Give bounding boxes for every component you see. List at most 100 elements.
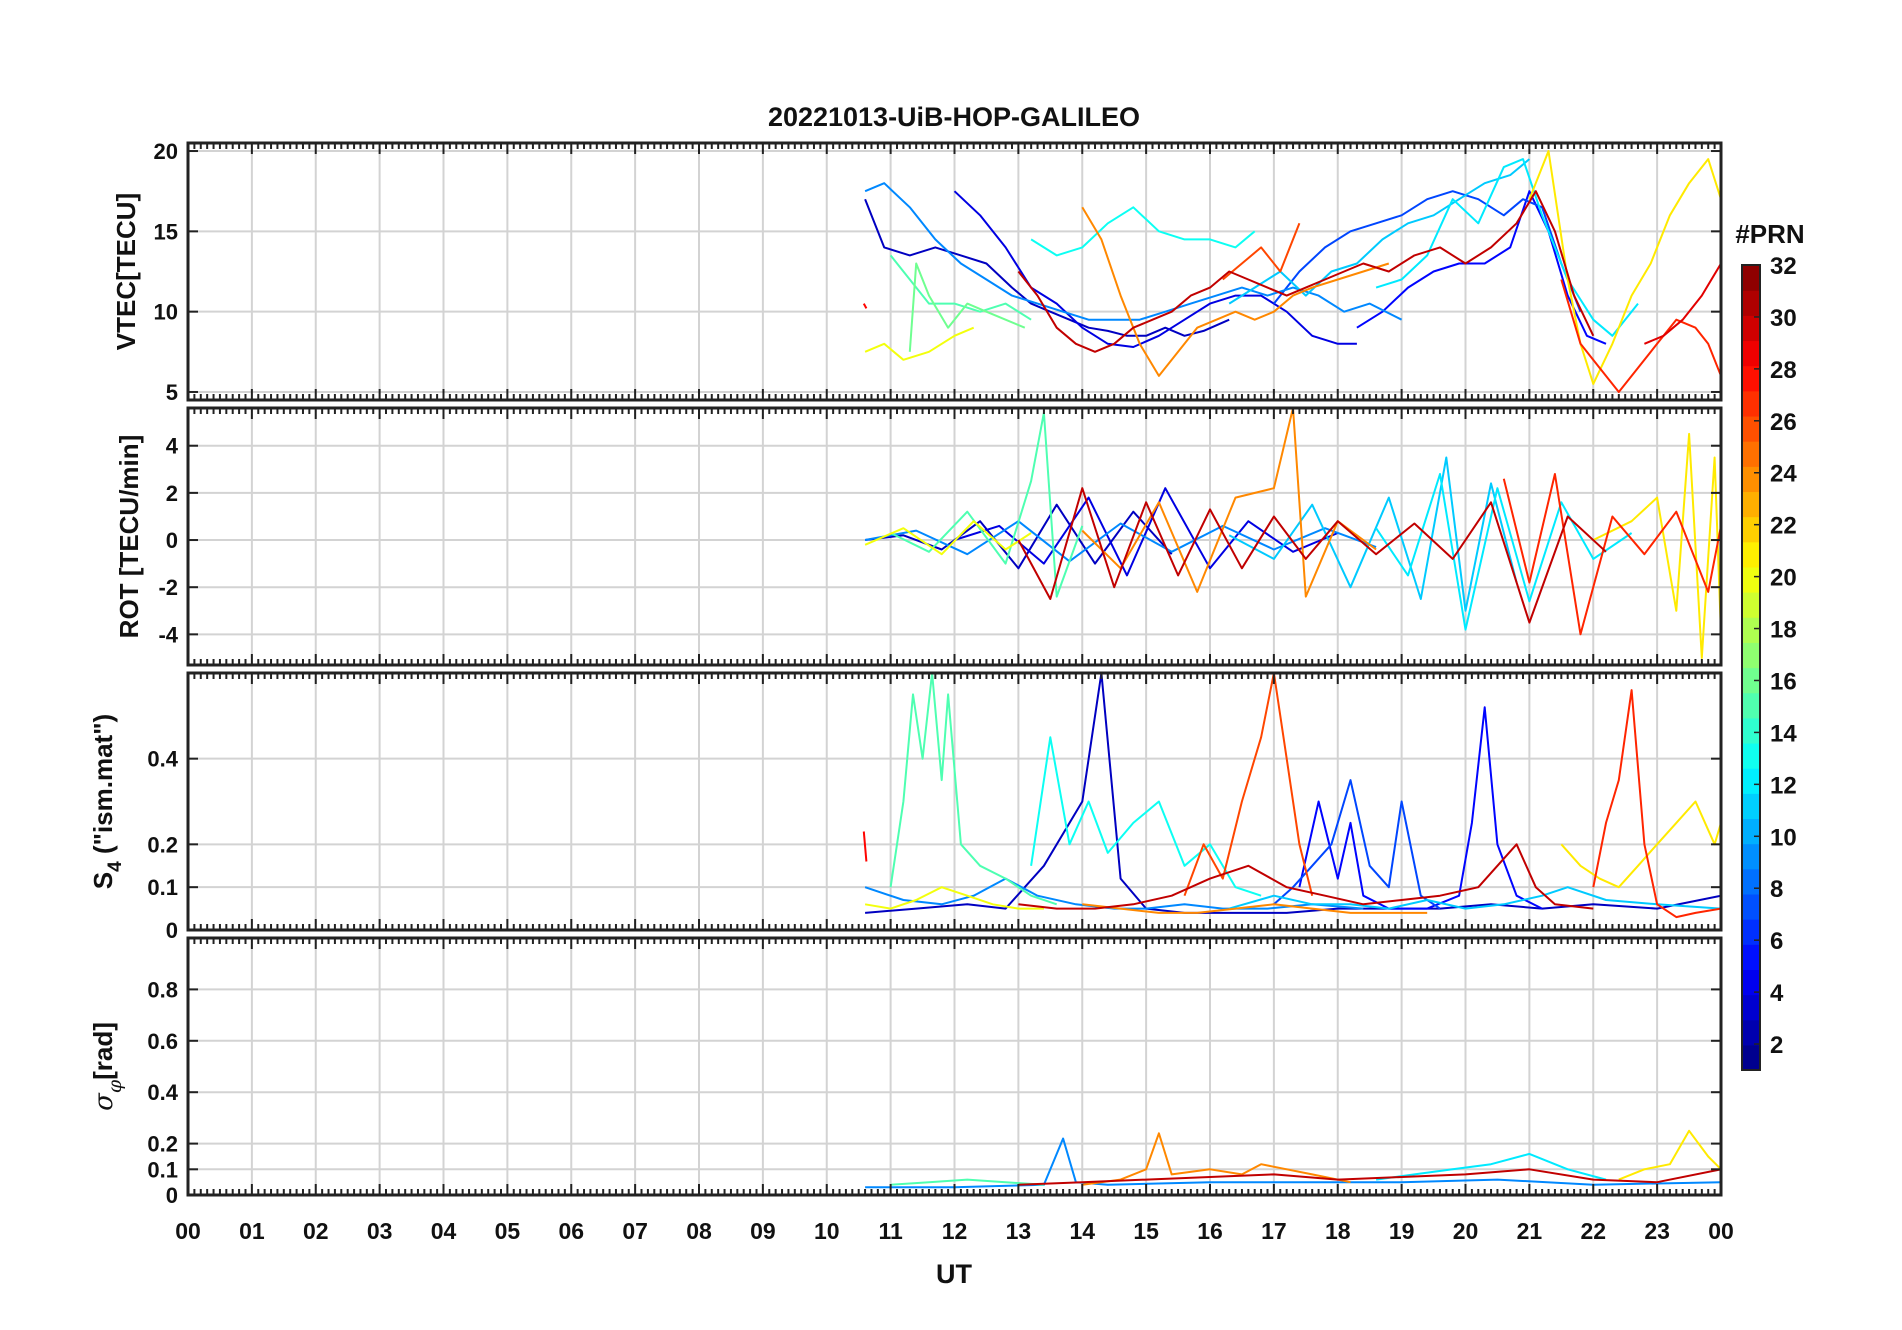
vtec-series-prn-13 bbox=[1030, 206, 1256, 257]
x-tick-label: 14 bbox=[1069, 1218, 1095, 1244]
s4-series-prn-3 bbox=[865, 673, 1721, 914]
sigma-phi-series-prn-21 bbox=[1618, 1129, 1721, 1181]
s4-series-prn-13 bbox=[1030, 736, 1262, 897]
colorbar-tick-label: 12 bbox=[1770, 772, 1797, 799]
colorbar-tick-label: 6 bbox=[1770, 928, 1783, 955]
colorbar-band bbox=[1742, 843, 1760, 870]
colorbar-band bbox=[1742, 441, 1760, 467]
sigma-phi-ytick-label: 0.6 bbox=[147, 1029, 178, 1054]
vtec-series-prn-9 bbox=[864, 182, 1403, 321]
s4-series-prn-26 bbox=[1183, 673, 1314, 897]
colorbar-band bbox=[1742, 944, 1760, 970]
rot-series-prn-30 bbox=[1017, 487, 1607, 624]
vtec-series-prn-4 bbox=[953, 190, 1357, 348]
vtec-series-prn-21 bbox=[1528, 150, 1721, 385]
colorbar-band bbox=[1742, 793, 1760, 820]
colorbar-band bbox=[1742, 1044, 1760, 1071]
x-tick-label: 17 bbox=[1261, 1218, 1287, 1244]
x-tick-label: 15 bbox=[1133, 1218, 1159, 1244]
vtec-series-prn-28 bbox=[862, 303, 868, 309]
colorbar-tick-label: 32 bbox=[1770, 253, 1797, 280]
rot-ytick-label: 4 bbox=[166, 434, 179, 459]
colorbar-tick-label: 26 bbox=[1770, 409, 1797, 436]
colorbar-band bbox=[1742, 315, 1760, 342]
colorbar-band bbox=[1742, 491, 1760, 518]
rot-panel: -4 -2 0 2 4 ROT [TECU/min] bbox=[114, 406, 1723, 667]
colorbar-band bbox=[1742, 969, 1760, 996]
colorbar-band bbox=[1742, 617, 1760, 643]
x-tick-label: 20 bbox=[1453, 1218, 1479, 1244]
vtec-series-prn-16 bbox=[908, 262, 1026, 352]
sigma-phi-lines bbox=[865, 1129, 1721, 1189]
colorbar-tick-label: 10 bbox=[1770, 824, 1797, 851]
colorbar-band bbox=[1742, 566, 1760, 593]
rot-series-prn-24 bbox=[1081, 408, 1377, 598]
colorbar-band bbox=[1742, 919, 1760, 945]
colorbar-band bbox=[1742, 692, 1760, 719]
vtec-ytick-label: 15 bbox=[154, 219, 178, 244]
vtec-series-prn-20 bbox=[864, 326, 975, 361]
x-tick-label: 16 bbox=[1197, 1218, 1223, 1244]
vtec-series-prn-30 bbox=[1017, 190, 1595, 353]
rot-ytick-labels: -4 -2 0 2 4 bbox=[158, 434, 178, 648]
sigma-phi-ytick-label: 0.4 bbox=[147, 1080, 178, 1105]
colorbar-tick-label: 2 bbox=[1770, 1032, 1783, 1059]
sigma-phi-series-prn-24 bbox=[1082, 1132, 1351, 1186]
s4-series-prn-15 bbox=[889, 673, 1058, 906]
vtec-series-prn-12 bbox=[1375, 158, 1639, 337]
vtec-frame bbox=[186, 141, 1723, 402]
s4-series-prn-28 bbox=[862, 831, 868, 862]
sigma-phi-series-prn-12 bbox=[1375, 1152, 1607, 1181]
vtec-series-prn-26 bbox=[1222, 222, 1301, 281]
x-tick-label: 10 bbox=[814, 1218, 840, 1244]
colorbar-band bbox=[1742, 592, 1760, 618]
s4-series-prn-27 bbox=[1592, 689, 1721, 919]
x-tick-label: 22 bbox=[1580, 1218, 1606, 1244]
rot-series-prn-21 bbox=[1592, 432, 1721, 659]
s4-series-prn-20 bbox=[864, 886, 1044, 910]
colorbar-tick-label: 18 bbox=[1770, 617, 1797, 644]
vtec-ylabel: VTEC[TECU] bbox=[111, 193, 141, 350]
rot-series-prn-15 bbox=[890, 411, 1084, 598]
colorbar-band bbox=[1742, 994, 1760, 1021]
vtec-panel: 5 10 15 20 VTEC[TECU] bbox=[111, 139, 1723, 405]
s4-series-prn-30 bbox=[1018, 843, 1594, 910]
x-tick-label: 03 bbox=[367, 1218, 393, 1244]
sigma-phi-ytick-label: 0.2 bbox=[147, 1132, 178, 1157]
colorbar-band bbox=[1742, 516, 1760, 543]
vtec-series-prn-15 bbox=[889, 254, 1032, 321]
figure-title: 20221013-UiB-HOP-GALILEO bbox=[768, 102, 1140, 132]
sigma-phi-series-prn-15 bbox=[890, 1178, 1044, 1186]
sigma-phi-ylabel: σφ[rad] bbox=[88, 1022, 126, 1111]
rot-ylabel: ROT [TECU/min] bbox=[114, 435, 144, 639]
rot-series-prn-3 bbox=[864, 503, 1173, 570]
x-tick-label: 11 bbox=[878, 1218, 903, 1244]
sigma-phi-ytick-label: 0.1 bbox=[147, 1157, 178, 1182]
colorbar-band bbox=[1742, 541, 1760, 568]
vtec-series-prn-24 bbox=[1081, 206, 1390, 377]
x-tick-label: 07 bbox=[622, 1218, 648, 1244]
x-tick-label: 00 bbox=[1708, 1218, 1734, 1244]
colorbar-band bbox=[1742, 466, 1760, 493]
vtec-ytick-label: 5 bbox=[166, 380, 178, 405]
colorbar-tick-label: 22 bbox=[1770, 513, 1797, 540]
x-tick-label: 19 bbox=[1389, 1218, 1415, 1244]
s4-lines bbox=[862, 673, 1721, 919]
s4-series-prn-24 bbox=[1082, 903, 1428, 914]
s4-ytick-label: 0.4 bbox=[147, 747, 178, 772]
s4-series-prn-5 bbox=[1298, 706, 1543, 910]
colorbar-tick-label: 4 bbox=[1770, 980, 1784, 1007]
colorbar-tick-label: 16 bbox=[1770, 668, 1797, 695]
x-tick-label: 04 bbox=[431, 1218, 457, 1244]
rot-ytick-label: -4 bbox=[158, 622, 178, 647]
x-tick-label: 08 bbox=[686, 1218, 712, 1244]
sigma-phi-panel: 00.10.2 0.4 0.6 0.8 σφ[rad] bbox=[88, 936, 1723, 1208]
sigma-phi-ytick-label: 0.8 bbox=[147, 977, 178, 1002]
rot-ytick-label: -2 bbox=[158, 575, 178, 600]
colorbar-tick-label: 20 bbox=[1770, 565, 1797, 592]
vtec-ytick-labels: 5 10 15 20 bbox=[154, 139, 178, 405]
vtec-series-prn-27 bbox=[1560, 279, 1721, 393]
x-tick-label: 21 bbox=[1517, 1218, 1543, 1244]
x-tick-label: 12 bbox=[942, 1218, 968, 1244]
rot-ytick-label: 2 bbox=[166, 481, 178, 506]
